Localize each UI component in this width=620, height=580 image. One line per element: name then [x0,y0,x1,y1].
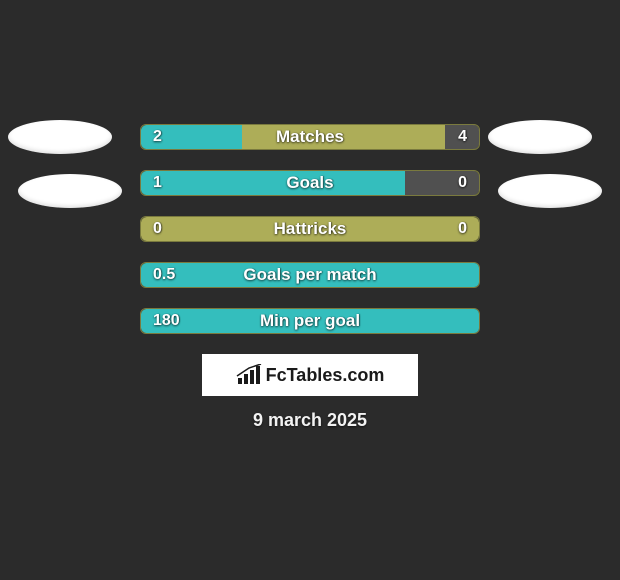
stat-rows: 24Matches 10Goals 00Hattricks 0.5Goals per … [140,124,480,354]
avatar [8,120,112,154]
avatar [488,120,592,154]
brand-text: FcTables.com [266,365,385,386]
stat-label: Hattricks [141,217,479,241]
stat-label: Matches [141,125,479,149]
stat-row: 0.5Goals per match [140,262,480,288]
stat-row: 24Matches [140,124,480,150]
stat-label: Goals [141,171,479,195]
avatar [18,174,122,208]
stat-label: Goals per match [141,263,479,287]
h2h-infographic: Bone vs Anderson Club competitions, Seas… [0,0,620,580]
brand-box[interactable]: FcTables.com [202,354,418,396]
footer-date: 9 march 2025 [0,410,620,431]
stat-row: 10Goals [140,170,480,196]
stat-row: 00Hattricks [140,216,480,242]
stat-label: Min per goal [141,309,479,333]
avatar [498,174,602,208]
stat-row: 180Min per goal [140,308,480,334]
bar-chart-icon [236,364,262,386]
